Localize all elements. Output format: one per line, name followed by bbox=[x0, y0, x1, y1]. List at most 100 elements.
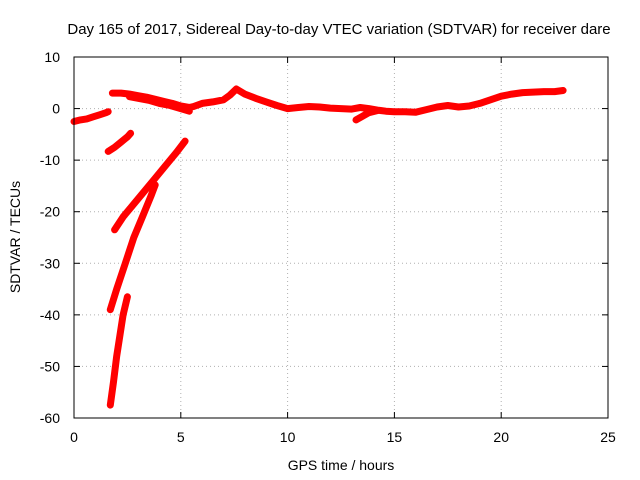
data-series-4 bbox=[126, 93, 193, 115]
data-point-marker bbox=[136, 220, 143, 227]
y-tick-label: -30 bbox=[40, 255, 60, 271]
data-point-marker bbox=[108, 146, 115, 153]
data-point-marker bbox=[370, 108, 377, 115]
data-point-marker bbox=[213, 98, 220, 105]
data-point-marker bbox=[124, 252, 131, 259]
data-point-marker bbox=[130, 200, 137, 207]
data-point-marker bbox=[125, 207, 132, 214]
data-point-marker bbox=[352, 105, 359, 112]
data-point-marker bbox=[111, 294, 118, 301]
data-point-marker bbox=[241, 91, 248, 98]
data-point-marker bbox=[130, 94, 137, 101]
y-tick-label: 10 bbox=[44, 49, 60, 65]
data-point-marker bbox=[256, 96, 263, 103]
data-point-marker bbox=[476, 100, 483, 107]
data-point-marker bbox=[146, 196, 153, 203]
data-point-marker bbox=[233, 85, 240, 92]
data-point-marker bbox=[105, 148, 112, 155]
data-point-marker bbox=[226, 92, 233, 99]
data-point-marker bbox=[122, 260, 129, 267]
data-point-marker bbox=[423, 106, 430, 113]
data-point-marker bbox=[237, 88, 244, 95]
data-point-marker bbox=[348, 106, 355, 113]
data-point-marker bbox=[120, 311, 127, 318]
data-point-marker bbox=[115, 220, 122, 227]
x-tick-label: 25 bbox=[600, 429, 616, 445]
data-series-8 bbox=[106, 293, 131, 409]
data-point-marker bbox=[120, 308, 127, 315]
data-series-5 bbox=[352, 107, 381, 124]
axis-ticks: 0 5 10 15 20 25 10 0 -10 -20 -30 -40 -50 -60 bbox=[40, 49, 616, 445]
data-point-marker bbox=[266, 100, 273, 107]
data-point-marker bbox=[128, 204, 135, 211]
data-point-marker bbox=[87, 114, 94, 121]
data-point-marker bbox=[152, 175, 159, 182]
data-point-marker bbox=[111, 144, 118, 151]
data-series-7 bbox=[106, 181, 159, 314]
data-point-marker bbox=[473, 101, 480, 108]
data-point-marker bbox=[170, 103, 177, 110]
data-point-marker bbox=[182, 106, 189, 113]
data-point-marker bbox=[263, 98, 270, 105]
data-point-marker bbox=[121, 304, 128, 311]
data-point-marker bbox=[259, 97, 266, 104]
data-point-marker bbox=[182, 138, 189, 145]
data-point-marker bbox=[430, 104, 437, 111]
data-point-marker bbox=[116, 278, 123, 285]
data-point-marker bbox=[125, 249, 132, 256]
data-point-marker bbox=[560, 87, 567, 94]
data-point-marker bbox=[124, 133, 131, 140]
data-point-marker bbox=[156, 100, 163, 107]
data-point-marker bbox=[501, 92, 508, 99]
plot-frame bbox=[73, 56, 609, 419]
data-point-marker bbox=[143, 203, 150, 210]
data-point-marker bbox=[277, 103, 284, 110]
data-point-marker bbox=[359, 113, 366, 120]
data-point-marker bbox=[160, 101, 166, 108]
data-point-marker bbox=[419, 107, 426, 114]
y-axis-label: SDTVAR / TECUs bbox=[7, 181, 23, 293]
data-point-marker bbox=[150, 185, 157, 192]
data-point-marker bbox=[117, 275, 124, 282]
data-point-marker bbox=[132, 231, 139, 238]
data-point-marker bbox=[121, 136, 128, 143]
data-point-marker bbox=[128, 241, 135, 248]
data-point-marker bbox=[74, 117, 81, 124]
data-point-marker bbox=[252, 95, 259, 102]
data-point-marker bbox=[120, 213, 127, 220]
data-point-marker bbox=[111, 226, 118, 233]
data-point-marker bbox=[170, 152, 177, 159]
data-point-marker bbox=[118, 271, 125, 278]
data-point-marker bbox=[249, 93, 255, 100]
data-point-marker bbox=[137, 217, 144, 224]
data-point-marker bbox=[109, 298, 116, 305]
data-point-marker bbox=[494, 94, 501, 101]
data-point-marker bbox=[152, 181, 159, 188]
data-series-1 bbox=[70, 108, 112, 125]
data-point-marker bbox=[194, 101, 201, 108]
data-point-marker bbox=[121, 263, 128, 270]
data-point-marker bbox=[167, 102, 174, 109]
data-point-marker bbox=[505, 91, 512, 98]
data-point-marker bbox=[113, 223, 120, 230]
data-point-marker bbox=[141, 188, 148, 195]
data-point-marker bbox=[412, 109, 419, 116]
x-tick-label: 15 bbox=[387, 429, 403, 445]
data-point-marker bbox=[142, 96, 149, 103]
x-tick-label: 10 bbox=[280, 429, 296, 445]
data-point-marker bbox=[126, 93, 133, 100]
data-point-marker bbox=[245, 92, 252, 99]
data-point-marker bbox=[498, 93, 505, 100]
data-point-marker bbox=[90, 113, 97, 120]
data-point-marker bbox=[352, 116, 359, 123]
data-point-marker bbox=[119, 267, 126, 274]
data-point-marker bbox=[140, 210, 147, 217]
data-point-marker bbox=[362, 111, 369, 118]
data-point-marker bbox=[130, 234, 137, 241]
data-series-3 bbox=[108, 85, 567, 116]
data-point-marker bbox=[139, 213, 146, 220]
chart-title: Day 165 of 2017, Sidereal Day-to-day VTE… bbox=[67, 21, 610, 38]
data-point-marker bbox=[138, 95, 145, 102]
y-tick-label: -20 bbox=[40, 204, 60, 220]
